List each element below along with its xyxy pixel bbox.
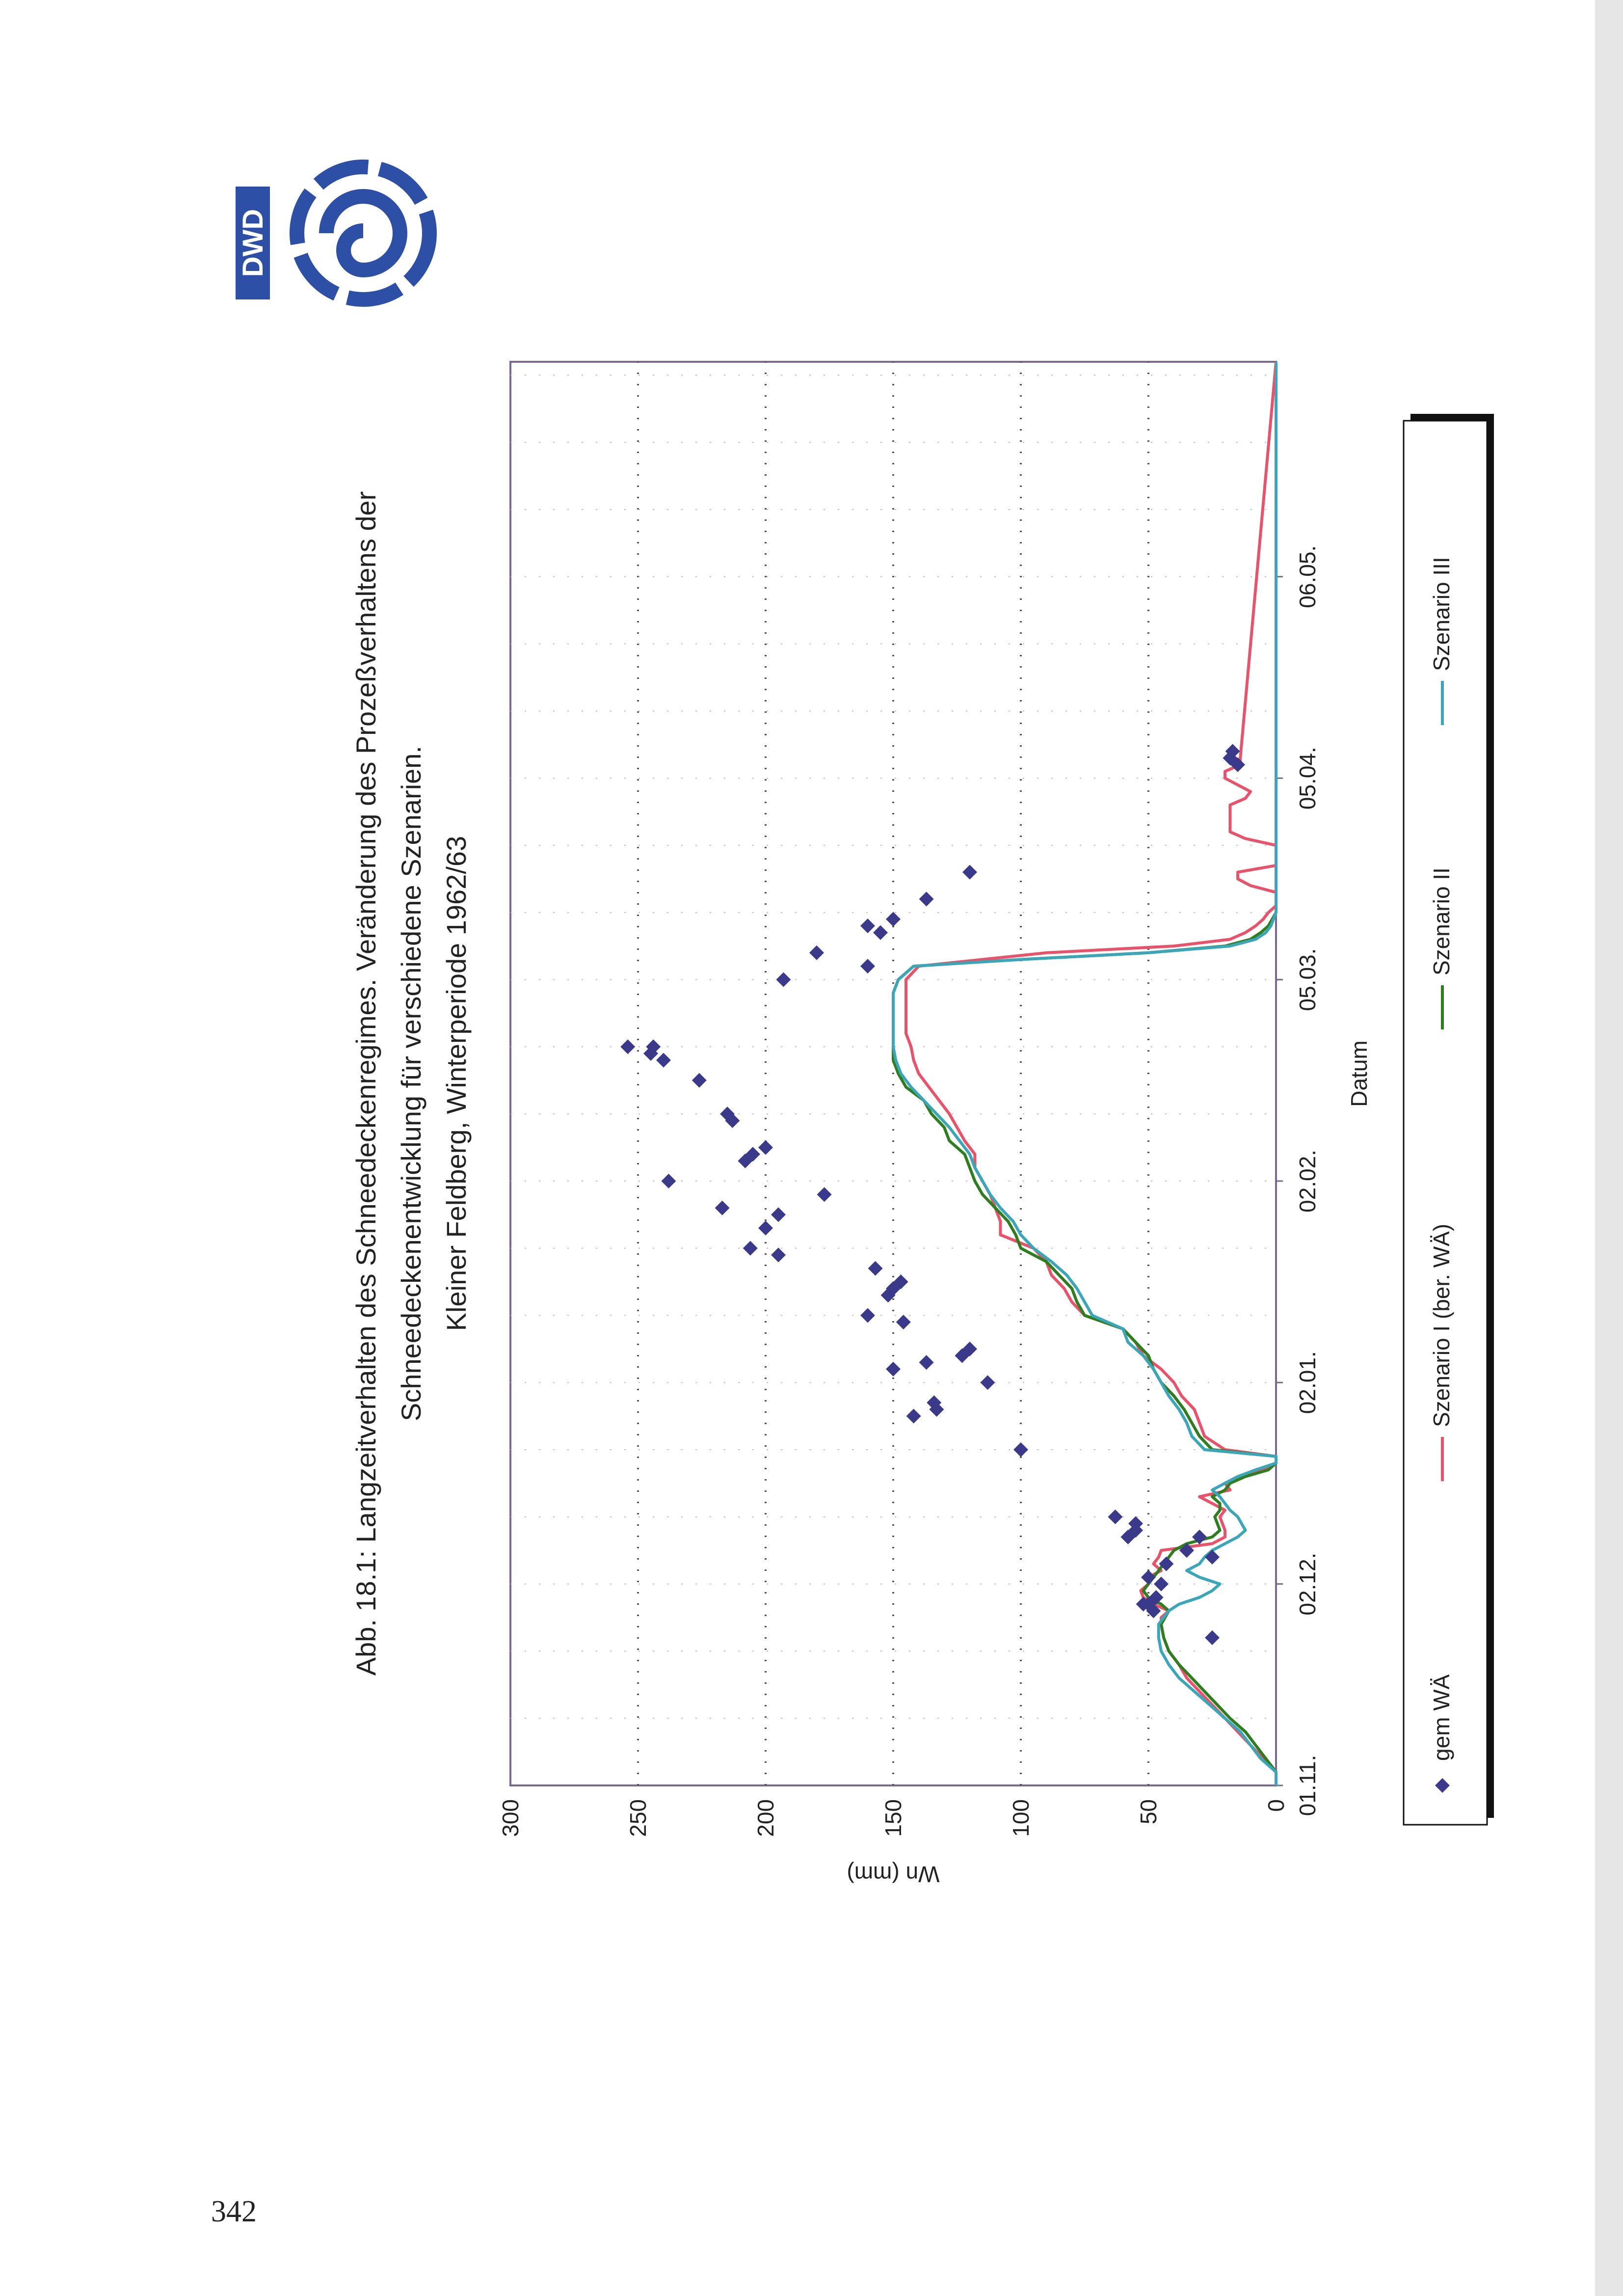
- chart-title: Abb. 18.1: Langzeitverhalten des Schneed…: [350, 491, 472, 1676]
- data-point: [758, 1140, 773, 1155]
- y-tick-labels: 0 50 100 150 200 250 300: [498, 1799, 1289, 1837]
- legend-marker: [1435, 1778, 1450, 1793]
- x-tick-label: 01.11.: [1295, 1755, 1320, 1816]
- data-point: [743, 1241, 758, 1256]
- data-point: [873, 925, 888, 940]
- y-axis-label: Wn (mm): [847, 1862, 939, 1887]
- y-tick-label: 200: [753, 1799, 778, 1837]
- chart-title-line-2: Schneedeckenentwicklung für verschiedene…: [396, 746, 426, 1421]
- data-point: [817, 1187, 832, 1202]
- legend-item-gem-wae: gem WÄ: [1429, 1674, 1454, 1793]
- data-point: [919, 891, 934, 907]
- data-point: [643, 1046, 658, 1061]
- data-point: [860, 1308, 875, 1323]
- data-point: [661, 1173, 676, 1189]
- data-point: [1141, 1569, 1156, 1585]
- data-point: [893, 1274, 908, 1290]
- gridlines: [510, 362, 1276, 1785]
- legend-item-szenario-2: Szenario II: [1429, 867, 1454, 1029]
- data-point: [715, 1200, 730, 1216]
- legend-item-szenario-1: Szenario I (ber. WÄ): [1429, 1224, 1454, 1481]
- data-point: [860, 959, 875, 974]
- y-tick-label: 300: [498, 1799, 523, 1837]
- data-point: [886, 1361, 901, 1377]
- data-series: [892, 361, 1277, 1785]
- x-tick-label: 02.12.: [1295, 1553, 1320, 1616]
- data-point: [1179, 1543, 1194, 1558]
- legend-label: Szenario I (ber. WÄ): [1429, 1224, 1454, 1427]
- chart-title-line-3: Kleiner Feldberg, Winterperiode 1962/63: [441, 836, 472, 1331]
- data-point: [868, 1261, 883, 1276]
- data-point: [962, 864, 977, 880]
- y-tick-label: 100: [1008, 1799, 1034, 1837]
- x-axis-label: Datum: [1346, 1040, 1372, 1107]
- data-point: [886, 912, 901, 927]
- legend-label: Szenario III: [1429, 557, 1454, 671]
- data-point: [720, 1107, 735, 1122]
- data-point: [860, 918, 875, 934]
- y-tick-label: 50: [1136, 1799, 1161, 1824]
- x-tick-label: 06.05.: [1295, 545, 1320, 608]
- dwd-logo-box: [236, 187, 270, 299]
- series-line-szenario-3: [892, 362, 1277, 1785]
- y-tick-label: 250: [625, 1799, 651, 1837]
- axis-labels: Datum Wn (mm): [847, 1040, 1372, 1887]
- data-point: [919, 1355, 934, 1370]
- page-number: 342: [211, 2195, 257, 2228]
- data-point: [1230, 757, 1245, 772]
- x-tick-label: 05.03.: [1295, 948, 1320, 1011]
- series-line-szenario-1: [905, 361, 1277, 1785]
- data-point: [1148, 1590, 1164, 1605]
- legend-item-szenario-3: Szenario III: [1429, 557, 1454, 725]
- data-point: [771, 1207, 786, 1222]
- data-point: [1159, 1556, 1174, 1571]
- data-point: [758, 1220, 773, 1236]
- data-point: [620, 1039, 636, 1054]
- series-line-szenario-2: [892, 362, 1277, 1785]
- data-point: [1136, 1596, 1151, 1612]
- data-point: [1108, 1509, 1123, 1524]
- data-point: [1013, 1442, 1028, 1458]
- x-tick-label: 02.01.: [1295, 1351, 1320, 1414]
- data-point: [745, 1147, 760, 1162]
- data-point: [896, 1315, 911, 1330]
- x-tick-label: 05.04.: [1295, 747, 1320, 810]
- measured-points: [620, 744, 1245, 1646]
- dwd-logo-text: DWD: [237, 209, 269, 277]
- dwd-logo: DWD: [236, 160, 437, 307]
- data-point: [725, 1113, 740, 1128]
- data-point: [927, 1395, 942, 1410]
- data-point: [771, 1247, 786, 1263]
- legend-label: gem WÄ: [1429, 1674, 1454, 1761]
- data-point: [962, 1341, 977, 1356]
- data-point: [1192, 1529, 1207, 1544]
- x-tick-label: 02.02.: [1295, 1150, 1320, 1213]
- dwd-logo-mark: [290, 160, 437, 307]
- data-point: [656, 1053, 671, 1068]
- data-point: [1205, 1549, 1220, 1565]
- data-point: [646, 1039, 661, 1054]
- x-tick-labels: 01.11. 02.12. 02.01. 02.02. 05.03. 05.04. 06.0…: [1276, 545, 1320, 1816]
- data-point: [809, 945, 824, 960]
- data-point: [929, 1402, 944, 1417]
- legend-label: Szenario II: [1429, 867, 1454, 975]
- chart-title-line-1: Abb. 18.1: Langzeitverhalten des Schneed…: [350, 491, 381, 1676]
- legend: gem WÄ Szenario I (ber. WÄ) Szenario II Sze…: [1403, 414, 1494, 1826]
- y-tick-label: 0: [1263, 1799, 1289, 1812]
- y-tick-label: 150: [880, 1799, 906, 1837]
- legend-box: [1403, 420, 1488, 1826]
- data-point: [692, 1073, 707, 1088]
- data-point: [1154, 1576, 1169, 1592]
- data-point: [1205, 1630, 1220, 1646]
- data-point: [1225, 744, 1240, 759]
- data-point: [980, 1375, 995, 1390]
- data-point: [1128, 1516, 1143, 1531]
- data-point: [776, 972, 791, 987]
- data-point: [906, 1408, 921, 1424]
